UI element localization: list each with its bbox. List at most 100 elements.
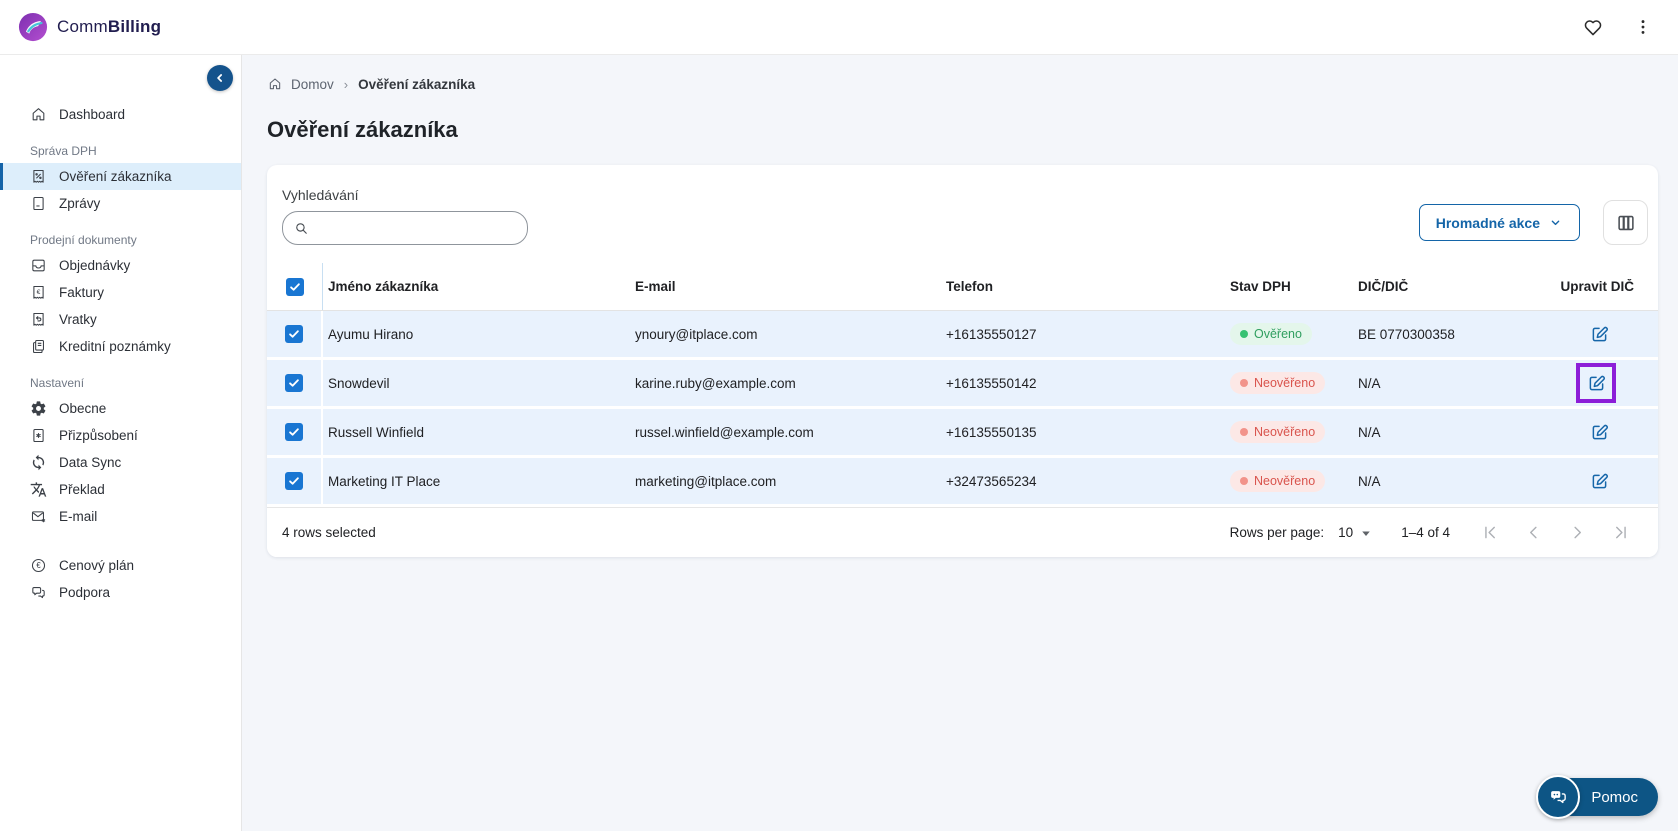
pricing-icon: €: [31, 558, 46, 573]
previous-page-button[interactable]: [1520, 520, 1546, 546]
last-page-icon: [1615, 526, 1626, 539]
breadcrumb-separator: ›: [343, 76, 349, 92]
status-badge: Ověřeno: [1230, 323, 1312, 345]
email-cell: karine.ruby@example.com: [635, 375, 796, 391]
heart-icon: [1584, 20, 1602, 36]
sidebar-section-prodejni-dokumenty: Prodejní dokumenty: [30, 233, 137, 247]
sidebar-item-dashboard[interactable]: Dashboard: [0, 101, 241, 128]
row-checkbox[interactable]: [285, 472, 303, 490]
edit-dic-button[interactable]: [1582, 415, 1616, 449]
topbar: CommBilling: [0, 0, 1678, 55]
sidebar-section-nastaveni: Nastavení: [30, 376, 85, 390]
sidebar-item-zpravy[interactable]: Zprávy: [0, 190, 241, 217]
email-icon: [31, 511, 46, 523]
vat-number-cell: N/A: [1358, 424, 1381, 440]
chevron-left-page-icon: [1529, 526, 1537, 539]
email-cell: russel.winfield@example.com: [635, 424, 814, 440]
status-dot-icon: [1240, 379, 1248, 387]
customer-name-cell: Marketing IT Place: [328, 473, 441, 489]
kebab-menu-icon: [1641, 20, 1645, 34]
row-checkbox-cell: [267, 458, 323, 504]
customer-name-cell: Ayumu Hirano: [328, 326, 414, 342]
next-page-button[interactable]: [1564, 520, 1590, 546]
sidebar-item-vratky[interactable]: Vratky: [0, 306, 241, 333]
chevron-right-page-icon: [1573, 526, 1581, 539]
sidebar-item-objednavky[interactable]: Objednávky: [0, 252, 241, 279]
vat-number-cell: N/A: [1358, 473, 1381, 489]
report-icon: [33, 196, 44, 211]
sidebar-collapse-button[interactable]: [207, 65, 233, 91]
bulk-actions-button[interactable]: Hromadné akce: [1418, 204, 1580, 241]
header-customer-name: Jméno zákazníka: [328, 279, 439, 294]
table-body: Ayumu Hirano ynoury@itplace.com +1613555…: [267, 311, 1658, 504]
sidebar-item-podpora[interactable]: Podpora: [0, 579, 241, 606]
header-vat-number: DIČ/DIČ: [1358, 279, 1409, 294]
invoice-icon: €: [33, 285, 44, 299]
edit-vat-cell: [1555, 317, 1658, 351]
sidebar-item-preklad[interactable]: Překlad: [0, 476, 241, 503]
header-email: E-mail: [635, 279, 676, 294]
customization-icon: [33, 428, 44, 443]
vat-status-cell: Neověřeno: [1225, 421, 1353, 443]
sidebar-item-email[interactable]: E-mail: [0, 503, 241, 530]
help-button[interactable]: Pomoc: [1536, 775, 1658, 819]
email-cell: ynoury@itplace.com: [635, 326, 758, 342]
checkmark-icon: [289, 477, 299, 485]
column-settings-button[interactable]: [1603, 200, 1648, 245]
selected-rows-text: 4 rows selected: [282, 525, 376, 540]
edit-icon: [1592, 424, 1608, 439]
sidebar-item-data-sync[interactable]: Data Sync: [0, 449, 241, 476]
edit-icon: [1592, 473, 1608, 488]
search-label: Vyhledávání: [282, 187, 359, 203]
row-checkbox-cell: [267, 360, 323, 406]
chevron-down-icon: [1551, 220, 1560, 226]
sidebar-item-prizpusobeni[interactable]: Přizpůsobení: [0, 422, 241, 449]
edit-dic-button[interactable]: [1582, 464, 1616, 498]
more-options-button[interactable]: [1630, 14, 1656, 40]
sidebar-item-faktury[interactable]: € Faktury: [0, 279, 241, 306]
row-checkbox-cell: [267, 311, 323, 357]
phone-cell: +16135550142: [946, 375, 1037, 391]
sidebar-item-cenovy-plan[interactable]: € Cenový plán: [0, 552, 241, 579]
vat-status-cell: Neověřeno: [1225, 470, 1353, 492]
table-row: Marketing IT Place marketing@itplace.com…: [267, 458, 1658, 504]
breadcrumb-current: Ověření zákazníka: [358, 76, 476, 92]
brand[interactable]: CommBilling: [18, 12, 161, 42]
first-page-button[interactable]: [1476, 520, 1502, 546]
breadcrumb-home-link[interactable]: Domov: [291, 76, 334, 92]
sync-icon: [32, 454, 45, 471]
search-box[interactable]: [282, 211, 528, 245]
last-page-button[interactable]: [1608, 520, 1634, 546]
phone-cell: +16135550127: [946, 326, 1037, 342]
status-badge: Neověřeno: [1230, 421, 1326, 443]
favorites-button[interactable]: [1580, 14, 1606, 40]
row-checkbox[interactable]: [285, 325, 303, 343]
gear-icon: [31, 401, 46, 416]
select-all-checkbox[interactable]: [285, 277, 304, 296]
customer-verification-card: Vyhledávání Hromadné akce: [267, 165, 1658, 557]
row-checkbox[interactable]: [285, 423, 303, 441]
header-edit-vat: Upravit DIČ: [1560, 279, 1634, 294]
status-badge: Neověřeno: [1230, 470, 1326, 492]
rows-per-page-select[interactable]: 10: [1338, 524, 1375, 542]
receipt-percent-icon: [33, 169, 44, 183]
customer-name-cell: Snowdevil: [328, 375, 390, 391]
edit-dic-button[interactable]: [1576, 363, 1616, 403]
edit-dic-button[interactable]: [1582, 317, 1616, 351]
checkmark-icon: [289, 379, 299, 387]
sidebar: Dashboard Správa DPH Ověření zákazníka Z…: [0, 55, 242, 831]
caret-down-icon: [1362, 531, 1370, 536]
vat-number-cell: BE 0770300358: [1358, 326, 1455, 342]
search-input[interactable]: [318, 220, 517, 236]
status-badge: Neověřeno: [1230, 372, 1326, 394]
customers-table: Jméno zákazníka E-mail Telefon Stav DPH …: [267, 263, 1658, 557]
orders-icon: [32, 259, 45, 272]
credit-note-icon: [33, 339, 44, 354]
header-phone: Telefon: [946, 279, 993, 294]
sidebar-item-overeni-zakaznika[interactable]: Ověření zákazníka: [0, 163, 241, 190]
row-checkbox[interactable]: [285, 374, 303, 392]
table-row: Ayumu Hirano ynoury@itplace.com +1613555…: [267, 311, 1658, 357]
email-cell: marketing@itplace.com: [635, 473, 777, 489]
sidebar-item-kreditni-poznamky[interactable]: Kreditní poznámky: [0, 333, 241, 360]
sidebar-item-obecne[interactable]: Obecne: [0, 395, 241, 422]
